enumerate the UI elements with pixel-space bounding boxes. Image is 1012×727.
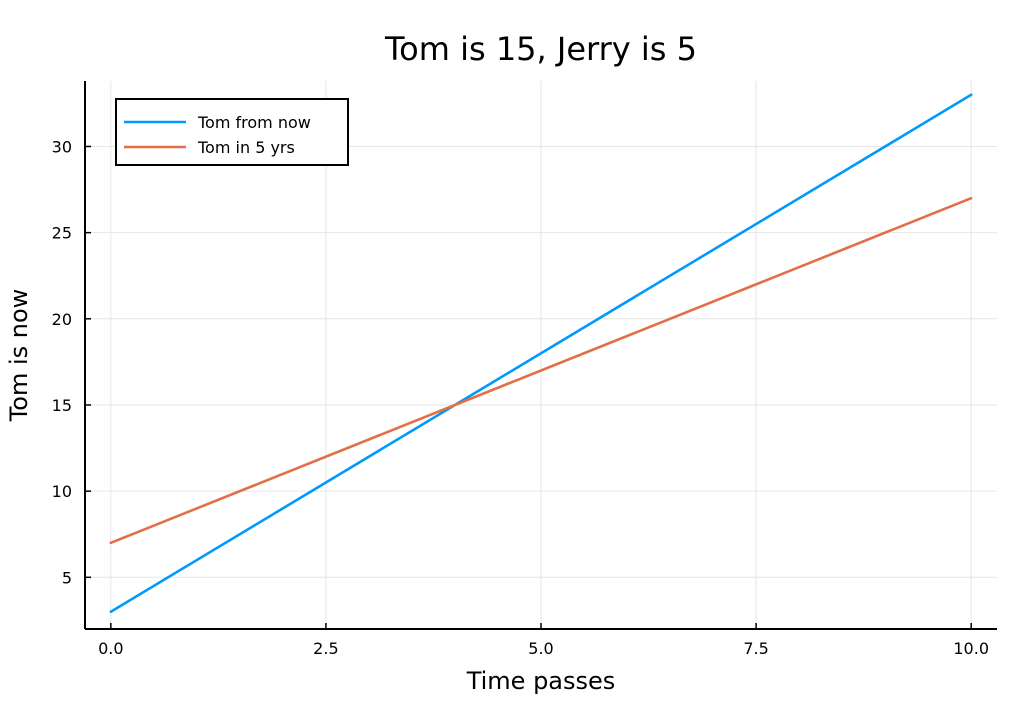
x-axis-title: Time passes: [466, 667, 616, 695]
y-tick-label: 20: [52, 310, 72, 329]
y-tick-label: 30: [52, 137, 72, 156]
x-tick-label: 2.5: [313, 639, 338, 658]
legend: Tom from now Tom in 5 yrs: [115, 98, 349, 166]
tick-labels: 0.0 2.5 5.0 7.5 10.0 5 10 15 20 25 30: [52, 137, 989, 658]
x-tick-label: 5.0: [528, 639, 553, 658]
x-tick-label: 7.5: [743, 639, 768, 658]
legend-label-2: Tom in 5 yrs: [197, 138, 295, 157]
y-tick-label: 15: [52, 396, 72, 415]
x-tick-label: 10.0: [953, 639, 989, 658]
axes: [84, 81, 997, 630]
grid-lines: [85, 81, 997, 629]
series-line-2: [109, 196, 973, 545]
y-axis-title: Tom is now: [5, 289, 33, 423]
legend-box: [115, 98, 349, 166]
y-tick-label: 5: [62, 568, 72, 587]
y-tick-label: 10: [52, 482, 72, 501]
series-line-1: [109, 93, 973, 614]
x-tick-label: 0.0: [98, 639, 123, 658]
legend-label-1: Tom from now: [197, 113, 311, 132]
chart-title: Tom is 15, Jerry is 5: [384, 30, 697, 68]
y-tick-label: 25: [52, 224, 72, 243]
series-lines: [109, 93, 973, 614]
